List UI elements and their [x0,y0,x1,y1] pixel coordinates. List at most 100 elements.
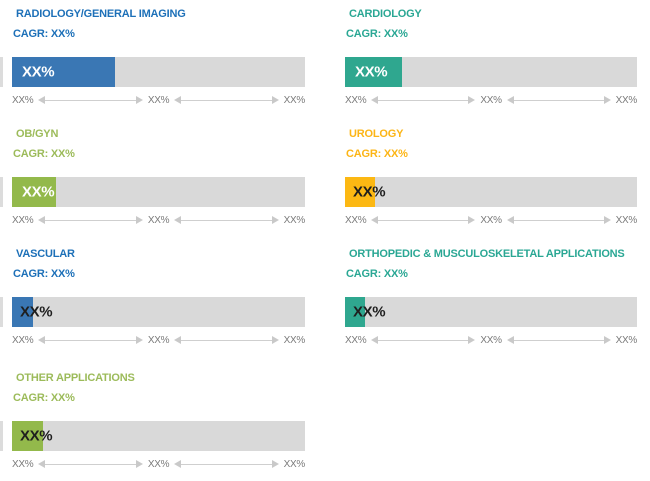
axis-row: XX% XX% XX% [345,334,637,346]
left-edge-bar-artifact [0,177,3,207]
arrow-shaft [513,99,604,101]
double-arrow-icon [38,215,143,225]
axis-label: XX% [147,334,170,346]
arrow-shaft [378,99,469,101]
arrow-shaft [45,339,136,341]
arrowhead-right [135,216,143,224]
axis-row: XX% XX% XX% [12,94,305,106]
section-title: CARDIOLOGY [349,8,422,20]
arrowhead-right [468,216,476,224]
cagr-label: CAGR: XX% [346,268,408,280]
arrow-shaft [45,219,136,221]
axis-label: XX% [345,214,367,226]
bar-track: XX% [345,57,637,87]
arrowhead-left [38,460,46,468]
bar-value-label: XX% [20,427,53,445]
bar-value-label: XX% [20,303,53,321]
arrowhead-left [174,460,182,468]
bar-track: XX% [12,177,305,207]
arrowhead-left [506,96,514,104]
axis-label: XX% [12,334,34,346]
double-arrow-icon [506,215,611,225]
bar-fill [345,297,365,327]
arrowhead-right [135,96,143,104]
double-arrow-icon [506,335,611,345]
axis-label: XX% [480,334,502,346]
axis-label: XX% [345,334,367,346]
axis-row: XX% XX% XX% [345,94,637,106]
bar-value-label: XX% [22,183,55,201]
arrow-shaft [378,219,469,221]
arrowhead-left [174,96,182,104]
arrowhead-right [135,460,143,468]
axis-row: XX% XX% XX% [12,214,305,226]
arrow-shaft [181,219,272,221]
arrowhead-left [38,216,46,224]
bar-track: XX% [12,57,305,87]
axis-label: XX% [147,458,170,470]
arrow-shaft [181,463,272,465]
arrowhead-right [468,96,476,104]
arrowhead-right [271,460,279,468]
double-arrow-icon [38,335,143,345]
arrow-shaft [513,339,604,341]
double-arrow-icon [174,459,279,469]
arrowhead-right [135,336,143,344]
arrowhead-left [506,336,514,344]
bar-fill [345,177,375,207]
cagr-label: CAGR: XX% [346,148,408,160]
arrowhead-left [371,216,379,224]
bar-fill [345,57,402,87]
double-arrow-icon [38,95,143,105]
section-title: UROLOGY [349,128,404,140]
axis-label: XX% [615,214,638,226]
arrow-shaft [181,339,272,341]
cagr-label: CAGR: XX% [13,28,75,40]
arrowhead-left [174,216,182,224]
bar-track: XX% [12,297,305,327]
arrow-shaft [513,219,604,221]
section-radiology-general-imaging: RADIOLOGY/GENERAL IMAGING CAGR: XX% XX% … [12,8,305,106]
arrowhead-right [603,336,611,344]
cagr-label: CAGR: XX% [13,148,75,160]
double-arrow-icon [506,95,611,105]
bar-track: XX% [345,177,637,207]
section-orthopedic-musculoskeletal: ORTHOPEDIC & MUSCULOSKELETAL APPLICATION… [345,248,637,346]
section-cardiology: CARDIOLOGY CAGR: XX% XX% XX% XX% XX% [345,8,637,106]
axis-label: XX% [12,214,34,226]
bar-fill [12,421,44,451]
section-title: ORTHOPEDIC & MUSCULOSKELETAL APPLICATION… [349,248,625,260]
axis-label: XX% [283,214,306,226]
arrowhead-right [271,96,279,104]
cagr-label: CAGR: XX% [346,28,408,40]
bar-value-label: XX% [353,183,386,201]
arrowhead-right [271,336,279,344]
axis-label: XX% [480,214,502,226]
section-vascular: VASCULAR CAGR: XX% XX% XX% XX% XX% [12,248,305,346]
axis-row: XX% XX% XX% [12,458,305,470]
axis-label: XX% [283,334,306,346]
arrowhead-left [371,336,379,344]
axis-label: XX% [283,458,306,470]
left-edge-bar-artifact [0,57,3,87]
double-arrow-icon [371,215,476,225]
bar-track: XX% [12,421,305,451]
arrowhead-right [603,216,611,224]
section-title: VASCULAR [16,248,75,260]
arrowhead-right [271,216,279,224]
axis-label: XX% [615,334,638,346]
left-edge-bar-artifact [0,297,3,327]
double-arrow-icon [174,335,279,345]
section-title: OB/GYN [16,128,59,140]
arrowhead-left [38,336,46,344]
arrowhead-left [371,96,379,104]
axis-label: XX% [615,94,638,106]
section-ob-gyn: OB/GYN CAGR: XX% XX% XX% XX% XX% [12,128,305,226]
double-arrow-icon [38,459,143,469]
arrowhead-left [174,336,182,344]
bar-value-label: XX% [353,303,386,321]
axis-label: XX% [147,214,170,226]
arrowhead-left [506,216,514,224]
bar-fill [12,57,116,87]
axis-label: XX% [345,94,367,106]
